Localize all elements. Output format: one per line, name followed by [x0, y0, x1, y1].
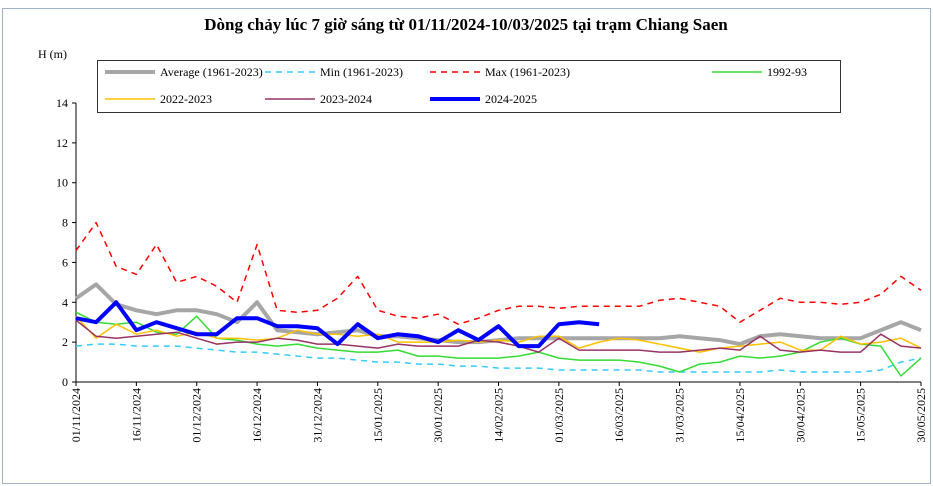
y-axis-label: H (m)	[38, 47, 67, 61]
y-tick-label: 2	[62, 335, 68, 349]
x-tick-label: 01/03/2025	[552, 388, 566, 443]
x-tick-label: 31/12/2024	[310, 388, 324, 443]
legend	[97, 60, 841, 113]
x-tick-label: 15/04/2025	[733, 388, 747, 443]
y-tick-label: 14	[56, 96, 68, 110]
y-tick-label: 4	[62, 295, 68, 309]
x-tick-label: 16/03/2025	[612, 388, 626, 443]
series-line	[75, 315, 922, 353]
x-tick-label: 01/11/2024	[69, 388, 83, 442]
legend-label: Min (1961-2023)	[320, 65, 403, 79]
x-tick-label: 14/02/2025	[492, 388, 506, 443]
x-tick-label: 30/01/2025	[431, 388, 445, 443]
legend-label: Average (1961-2023)	[160, 65, 263, 79]
series-line	[75, 319, 922, 353]
x-tick-label: 16/11/2024	[129, 388, 143, 442]
x-tick-label: 16/12/2024	[250, 388, 264, 443]
series-line	[75, 343, 922, 373]
chart-title: Dòng chảy lúc 7 giờ sáng từ 01/11/2024-1…	[204, 15, 728, 34]
series-line	[75, 300, 600, 349]
y-tick-label: 0	[62, 375, 68, 389]
legend-label: 2023-2024	[320, 92, 372, 106]
y-tick-label: 10	[56, 176, 68, 190]
legend-label: 2022-2023	[160, 92, 212, 106]
x-tick-label: 15/01/2025	[371, 388, 385, 443]
y-tick-label: 6	[62, 255, 68, 269]
y-tick-label: 8	[62, 216, 68, 230]
y-tick-label: 12	[56, 136, 68, 150]
legend-label: 1992-93	[767, 65, 807, 79]
x-tick-label: 30/05/2025	[914, 388, 928, 443]
x-tick-label: 30/04/2025	[793, 388, 807, 443]
x-tick-label: 01/12/2024	[190, 388, 204, 443]
x-tick-label: 31/03/2025	[673, 388, 687, 443]
legend-label: Max (1961-2023)	[485, 65, 570, 79]
legend-label: 2024-2025	[485, 92, 537, 106]
x-tick-label: 15/05/2025	[854, 388, 868, 443]
series-line	[75, 221, 922, 325]
